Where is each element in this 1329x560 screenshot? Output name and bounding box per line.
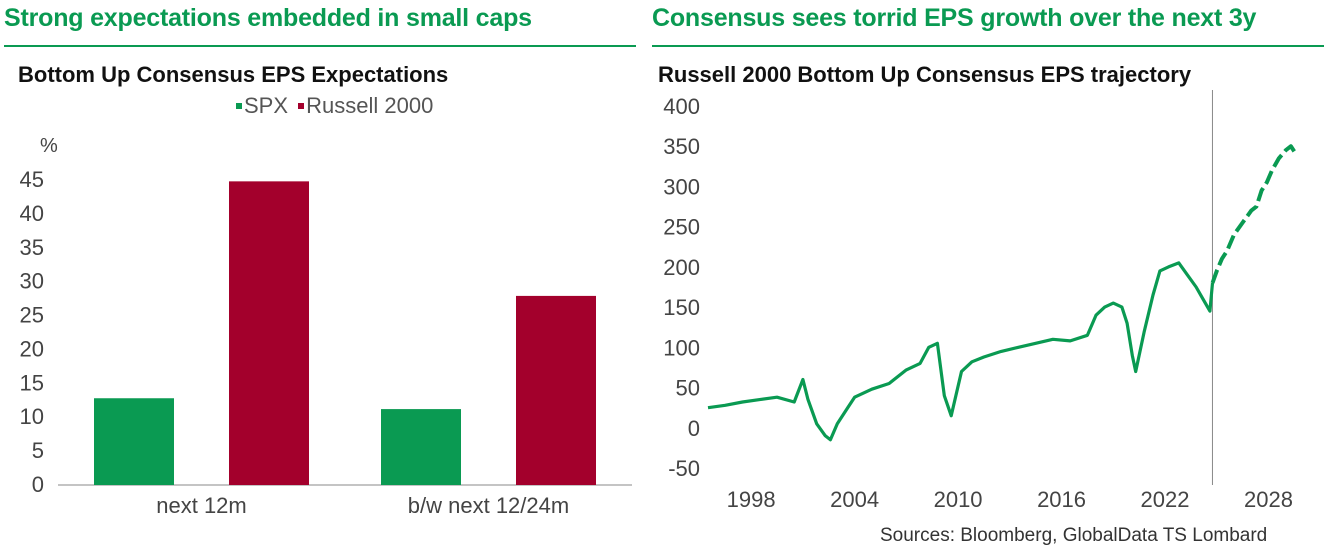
left-chart-title: Bottom Up Consensus EPS Expectations [18, 62, 449, 87]
y-axis-unit-label: % [40, 135, 58, 157]
y-tick-label: 35 [20, 235, 44, 260]
x-tick-label: b/w next 12/24m [408, 493, 569, 518]
y-tick-label: 10 [20, 404, 44, 429]
y-tick-label: 400 [663, 94, 700, 119]
x-tick-label: 2028 [1244, 487, 1293, 512]
y-tick-label: 20 [20, 336, 44, 361]
y-tick-label: 15 [20, 370, 44, 395]
y-tick-label: 30 [20, 269, 44, 294]
line-chart: -50 0 50 100 150 200 250 300 350 400 1998 2004 2010 2… [663, 90, 1298, 512]
legend-swatch-russell [298, 102, 305, 109]
y-tick-label: 0 [688, 416, 700, 441]
legend-label-spx: SPX [244, 93, 289, 118]
y-tick-label: 45 [20, 167, 44, 192]
y-tick-label: 5 [32, 438, 44, 463]
eps-line-historical [707, 261, 1215, 442]
legend-swatch-spx [236, 102, 242, 109]
y-tick-label: 40 [20, 201, 44, 226]
right-panel-rule [652, 45, 1324, 47]
x-tick-label: 2010 [934, 487, 983, 512]
bar-russell [516, 295, 596, 485]
bar-spx [381, 409, 461, 485]
left-panel-header: Strong expectations embedded in small ca… [4, 4, 532, 32]
y-tick-label: 350 [663, 134, 700, 159]
y-tick-label: 250 [663, 215, 700, 240]
y-tick-label: -50 [668, 456, 700, 481]
y-tick-label: 0 [32, 472, 44, 497]
bar-russell [229, 181, 309, 485]
eps-line-forecast [1210, 144, 1298, 284]
left-panel-rule [4, 45, 636, 47]
right-chart-title: Russell 2000 Bottom Up Consensus EPS tra… [658, 62, 1192, 87]
x-tick-label: 2004 [830, 487, 879, 512]
y-tick-label: 200 [663, 255, 700, 280]
bar-spx [94, 398, 174, 485]
source-note: Sources: Bloomberg, GlobalData TS Lombar… [880, 525, 1268, 546]
x-tick-label: 2016 [1037, 487, 1086, 512]
x-tick-label: next 12m [156, 493, 247, 518]
y-tick-label: 50 [676, 376, 700, 401]
y-tick-label: 150 [663, 295, 700, 320]
y-tick-label: 100 [663, 335, 700, 360]
bar-legend: SPX Russell 2000 [236, 93, 433, 119]
right-panel-header: Consensus sees torrid EPS growth over th… [652, 4, 1257, 32]
y-tick-label: 25 [20, 303, 44, 328]
y-tick-label: 300 [663, 174, 700, 199]
legend-label-russell: Russell 2000 [306, 93, 434, 118]
x-tick-label: 2022 [1141, 487, 1190, 512]
x-tick-label: 1998 [727, 487, 776, 512]
bar-chart: % 0 5 10 15 20 25 30 35 40 45 next 12m b/w next 12/2… [20, 135, 632, 518]
